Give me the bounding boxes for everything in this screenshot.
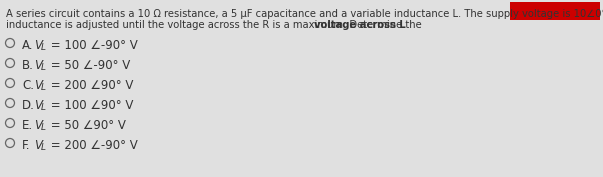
Text: L: L xyxy=(40,102,45,112)
Text: F.: F. xyxy=(22,139,31,152)
Text: C.: C. xyxy=(22,79,34,92)
Text: V: V xyxy=(34,99,42,112)
Text: V: V xyxy=(34,59,42,72)
Text: inductance is adjusted until the voltage across the R is a maximum. Determine th: inductance is adjusted until the voltage… xyxy=(6,20,425,30)
Text: A.: A. xyxy=(22,39,34,52)
Text: B.: B. xyxy=(22,59,34,72)
Text: = 100 ∠-90° V: = 100 ∠-90° V xyxy=(47,39,137,52)
Text: = 50 ∠90° V: = 50 ∠90° V xyxy=(47,119,126,132)
Text: L: L xyxy=(40,82,45,92)
Text: V: V xyxy=(34,79,42,92)
Text: voltage across L: voltage across L xyxy=(314,20,405,30)
Text: L: L xyxy=(40,42,45,52)
Text: V: V xyxy=(34,39,42,52)
Text: = 50 ∠-90° V: = 50 ∠-90° V xyxy=(47,59,130,72)
Text: V: V xyxy=(34,119,42,132)
Text: L: L xyxy=(40,122,45,132)
Text: A series circuit contains a 10 Ω resistance, a 5 μF capacitance and a variable i: A series circuit contains a 10 Ω resista… xyxy=(6,9,603,19)
Text: = 200 ∠90° V: = 200 ∠90° V xyxy=(47,79,133,92)
Text: L: L xyxy=(40,62,45,72)
Text: E.: E. xyxy=(22,119,33,132)
Text: D.: D. xyxy=(22,99,35,112)
FancyBboxPatch shape xyxy=(510,2,600,20)
Text: V: V xyxy=(34,139,42,152)
Text: L: L xyxy=(40,142,45,152)
Text: = 100 ∠90° V: = 100 ∠90° V xyxy=(47,99,133,112)
Text: = 200 ∠-90° V: = 200 ∠-90° V xyxy=(47,139,137,152)
